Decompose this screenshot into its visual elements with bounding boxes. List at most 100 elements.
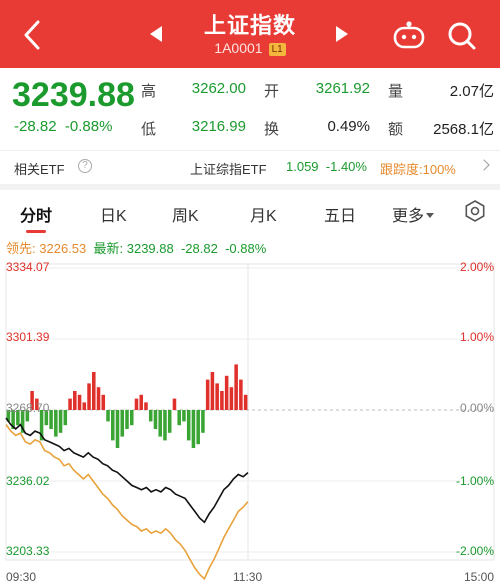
- stock-code-text: 1A0001: [214, 40, 263, 56]
- etf-pct: -1.40%: [325, 159, 367, 174]
- stat-value-low: 3216.99: [191, 118, 246, 135]
- volume-bar: [16, 410, 20, 426]
- tracking-degree: 跟踪度:100%: [380, 162, 456, 177]
- stat-value-amount: 2568.1亿: [433, 121, 494, 138]
- volume-bar: [215, 383, 219, 410]
- current-price: 3239.88: [12, 76, 135, 114]
- volume-bar: [106, 410, 110, 422]
- y-right-tick: 0.00%: [459, 401, 494, 415]
- chevron-left-icon[interactable]: [18, 18, 48, 52]
- x-tick: 09:30: [6, 570, 37, 584]
- tab-more[interactable]: 更多: [392, 202, 435, 226]
- volume-bar: [210, 372, 215, 410]
- y-right-tick: 2.00%: [459, 260, 494, 274]
- volume-bar: [49, 410, 53, 429]
- tab-intraday[interactable]: 分时: [20, 208, 53, 225]
- y-left-tick: 3301.39: [6, 330, 50, 344]
- intraday-chart[interactable]: 3334.07 3301.39 3268.70 3236.02 3203.33 …: [0, 256, 500, 586]
- latest-pct: -0.88%: [225, 241, 267, 256]
- help-icon[interactable]: ?: [78, 159, 92, 173]
- volume-bar: [158, 410, 162, 437]
- volume-bar: [153, 410, 158, 429]
- stat-value-volume: 2.07亿: [449, 83, 494, 100]
- robot-icon[interactable]: [392, 20, 426, 50]
- stat-label-amount: 额: [388, 121, 404, 138]
- volume-bar: [30, 391, 34, 410]
- level-badge: L1: [268, 43, 286, 56]
- volume-bar: [58, 410, 63, 433]
- y-left-tick: 3203.33: [6, 544, 50, 558]
- tab-five-day[interactable]: 五日: [324, 208, 357, 225]
- triangle-left-icon[interactable]: [150, 26, 162, 42]
- volume-bar: [63, 410, 68, 426]
- volume-bar: [201, 410, 205, 433]
- volume-bar: [11, 410, 15, 429]
- volume-bar: [186, 410, 191, 441]
- intraday-chart-svg[interactable]: [0, 256, 500, 586]
- volume-bar: [191, 410, 196, 448]
- volume-bar: [163, 410, 167, 441]
- quote-panel: 3239.88 -28.82 -0.88% 高 3262.00 开 3261.9…: [0, 68, 500, 148]
- tab-weekly-k[interactable]: 周K: [172, 208, 199, 225]
- volume-bar: [101, 394, 106, 410]
- volume-bar: [205, 379, 210, 410]
- etf-quote: 1.059 -1.40%: [286, 159, 367, 174]
- latest-value: 3239.88: [126, 241, 174, 256]
- y-right-tick: -2.00%: [455, 544, 494, 558]
- etf-name: 上证综指ETF: [190, 162, 267, 177]
- volume-bar: [229, 387, 234, 410]
- volume-bar: [129, 410, 134, 426]
- volume-bar: [196, 410, 200, 445]
- stat-label-open: 开: [264, 83, 280, 100]
- volume-bar: [224, 375, 229, 410]
- triangle-right-icon[interactable]: [336, 26, 348, 42]
- x-tick: 11:30: [233, 570, 263, 584]
- page-title: 上证指数: [203, 13, 296, 38]
- price-line: [5, 417, 249, 524]
- volume-bar: [35, 398, 39, 410]
- volume-bar: [6, 410, 11, 422]
- volume-bar: [39, 410, 44, 441]
- volume-bar: [144, 402, 148, 410]
- volume-bar: [139, 394, 144, 410]
- chart-tabs: 分时 日K 周K 月K 五日 更多: [0, 192, 500, 236]
- volume-bar: [115, 410, 120, 448]
- volume-bar: [54, 410, 58, 437]
- x-tick: 15:00: [463, 570, 494, 584]
- tab-more-label: 更多: [392, 208, 425, 225]
- latest-change: -28.82: [180, 241, 218, 256]
- settings-icon[interactable]: [464, 200, 486, 222]
- volume-bar: [68, 398, 72, 410]
- volume-bar: [87, 383, 91, 410]
- volume-bar: [73, 391, 77, 410]
- volume-bar: [177, 410, 181, 426]
- related-etf-row[interactable]: 相关ETF ? 上证综指ETF 1.059 -1.40% 跟踪度:100%: [0, 152, 500, 182]
- related-etf-label: 相关ETF: [14, 162, 65, 177]
- tab-monthly-k[interactable]: 月K: [250, 208, 277, 225]
- chart-frame: [5, 263, 495, 561]
- stat-value-high: 3262.00: [191, 80, 246, 97]
- stat-value-turnover: 0.49%: [327, 118, 370, 135]
- volume-bar: [25, 410, 30, 422]
- volume-bar: [182, 410, 186, 422]
- volume-bar: [125, 410, 129, 429]
- volume-bar: [92, 372, 96, 410]
- chevron-right-icon[interactable]: [478, 159, 490, 171]
- volume-bar: [96, 387, 101, 410]
- latest-label: 最新:: [93, 241, 124, 256]
- volume-bar: [77, 394, 82, 410]
- chart-legend: 领先: 3226.53 最新: 3239.88 -28.82 -0.88%: [6, 238, 266, 257]
- volume-bar: [220, 391, 224, 410]
- y-left-tick: 3334.07: [6, 260, 50, 274]
- tab-daily-k[interactable]: 日K: [100, 208, 127, 225]
- y-left-tick: 3236.02: [6, 474, 50, 488]
- etf-price: 1.059: [286, 159, 319, 174]
- y-right-tick: -1.00%: [455, 474, 494, 488]
- stat-label-volume: 量: [388, 83, 404, 100]
- top-bar: 上证指数 1A0001 L1: [0, 0, 500, 68]
- y-right-tick: 1.00%: [459, 330, 494, 344]
- volume-bar: [172, 398, 177, 410]
- volume-bar: [134, 398, 139, 410]
- search-icon[interactable]: [446, 20, 478, 52]
- volume-bar: [234, 364, 238, 410]
